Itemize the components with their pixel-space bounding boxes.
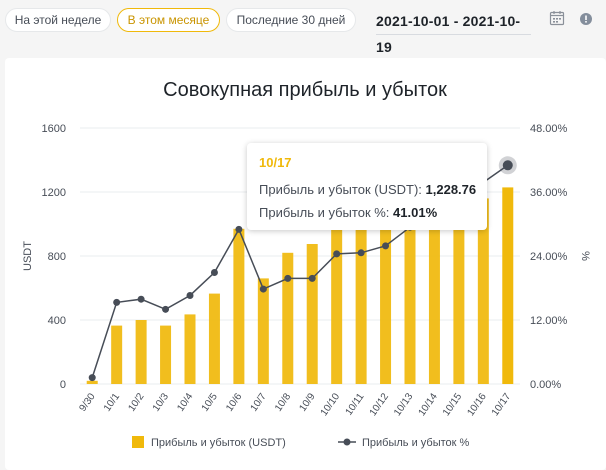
tooltip-pct-label: Прибыль и убыток %: bbox=[259, 205, 394, 220]
bar bbox=[282, 252, 294, 384]
bar bbox=[477, 198, 489, 384]
filter-bar: На этой неделе В этом месяце Последние 3… bbox=[0, 0, 606, 55]
x-tick-label: 10/12 bbox=[368, 391, 392, 418]
line-point bbox=[502, 160, 513, 171]
x-tick-label: 10/10 bbox=[319, 391, 343, 418]
legend-bar-label: Прибыль и убыток (USDT) bbox=[151, 437, 286, 449]
line-point bbox=[284, 274, 292, 282]
tooltip-pct-row: Прибыль и убыток %: 41.01% bbox=[259, 201, 487, 224]
y2-tick-label: 24.00% bbox=[530, 251, 568, 263]
bar bbox=[380, 216, 392, 384]
x-tick-label: 10/9 bbox=[298, 391, 318, 414]
date-range-input[interactable]: 2021-10-01 - 2021-10-19 bbox=[376, 8, 531, 55]
bar bbox=[233, 228, 245, 384]
x-tick-label: 10/15 bbox=[441, 391, 465, 418]
x-tick-label: 10/3 bbox=[151, 391, 171, 414]
tooltip-pct-value: 41.01% bbox=[393, 205, 438, 220]
line-point bbox=[259, 285, 267, 293]
x-tick-label: 10/6 bbox=[224, 391, 244, 414]
y2-tick-label: 48.00% bbox=[530, 123, 568, 135]
line-point bbox=[137, 295, 145, 303]
y-axis-label: USDT bbox=[22, 241, 34, 271]
line-point bbox=[210, 269, 218, 277]
tooltip-date: 10/17 bbox=[259, 155, 292, 170]
line-point bbox=[308, 274, 316, 282]
chart-title: Совокупная прибыль и убыток bbox=[163, 79, 447, 101]
y2-tick-label: 36.00% bbox=[530, 187, 568, 199]
tooltip-usdt-label: Прибыль и убыток (USDT): bbox=[259, 182, 426, 197]
x-tick-label: 10/4 bbox=[175, 391, 195, 414]
line-point bbox=[357, 249, 365, 257]
filter-this-week-button[interactable]: На этой неделе bbox=[5, 8, 111, 32]
tooltip: 10/17 Прибыль и убыток (USDT): 1,228.76 … bbox=[247, 143, 487, 230]
y2-tick-label: 0.00% bbox=[530, 379, 561, 391]
y-tick-label: 0 bbox=[60, 379, 66, 391]
line-point bbox=[382, 242, 390, 250]
y-tick-label: 800 bbox=[48, 251, 66, 263]
x-tick-label: 10/13 bbox=[392, 391, 416, 418]
info-icon[interactable] bbox=[580, 13, 592, 25]
legend-bar-swatch bbox=[132, 436, 144, 448]
bar bbox=[111, 325, 123, 384]
bar bbox=[306, 244, 318, 384]
bar bbox=[453, 200, 465, 384]
line-point bbox=[88, 374, 96, 382]
line-point bbox=[235, 225, 243, 233]
x-tick-label: 10/14 bbox=[417, 391, 441, 418]
tooltip-usdt-row: Прибыль и убыток (USDT): 1,228.76 bbox=[259, 178, 487, 201]
line-point bbox=[186, 291, 194, 299]
y2-tick-label: 12.00% bbox=[530, 315, 568, 327]
calendar-icon[interactable] bbox=[549, 10, 565, 26]
x-tick-label: 10/8 bbox=[273, 391, 293, 414]
bar bbox=[257, 278, 269, 384]
x-tick-label: 10/5 bbox=[200, 391, 220, 414]
line-point bbox=[113, 298, 121, 306]
bar bbox=[355, 222, 367, 384]
y2-axis-label: % bbox=[579, 251, 591, 261]
y-tick-label: 1200 bbox=[42, 187, 66, 199]
filter-last-30-days-button[interactable]: Последние 30 дней bbox=[226, 8, 356, 32]
bar bbox=[86, 380, 98, 384]
y-tick-label: 400 bbox=[48, 315, 66, 327]
legend-line-label: Прибыль и убыток % bbox=[362, 437, 470, 449]
bar bbox=[331, 224, 343, 384]
bar bbox=[160, 325, 172, 384]
x-tick-label: 10/2 bbox=[126, 391, 146, 414]
line-point bbox=[162, 305, 170, 313]
filter-this-month-button[interactable]: В этом месяце bbox=[117, 8, 220, 32]
tooltip-usdt-value: 1,228.76 bbox=[425, 182, 477, 197]
x-tick-label: 10/17 bbox=[490, 391, 514, 418]
bar bbox=[184, 314, 196, 384]
bar bbox=[428, 203, 440, 384]
x-tick-label: 10/16 bbox=[465, 391, 489, 418]
y-tick-label: 1600 bbox=[42, 123, 66, 135]
x-tick-label: 9/30 bbox=[78, 391, 98, 414]
bar bbox=[502, 187, 514, 384]
line-point bbox=[333, 250, 341, 258]
bar bbox=[135, 320, 147, 384]
x-tick-label: 10/11 bbox=[344, 391, 367, 418]
bar bbox=[208, 293, 220, 384]
x-tick-label: 10/7 bbox=[249, 391, 269, 414]
x-tick-label: 10/1 bbox=[102, 391, 122, 414]
bar bbox=[404, 206, 416, 384]
legend-line-dot bbox=[343, 438, 351, 446]
